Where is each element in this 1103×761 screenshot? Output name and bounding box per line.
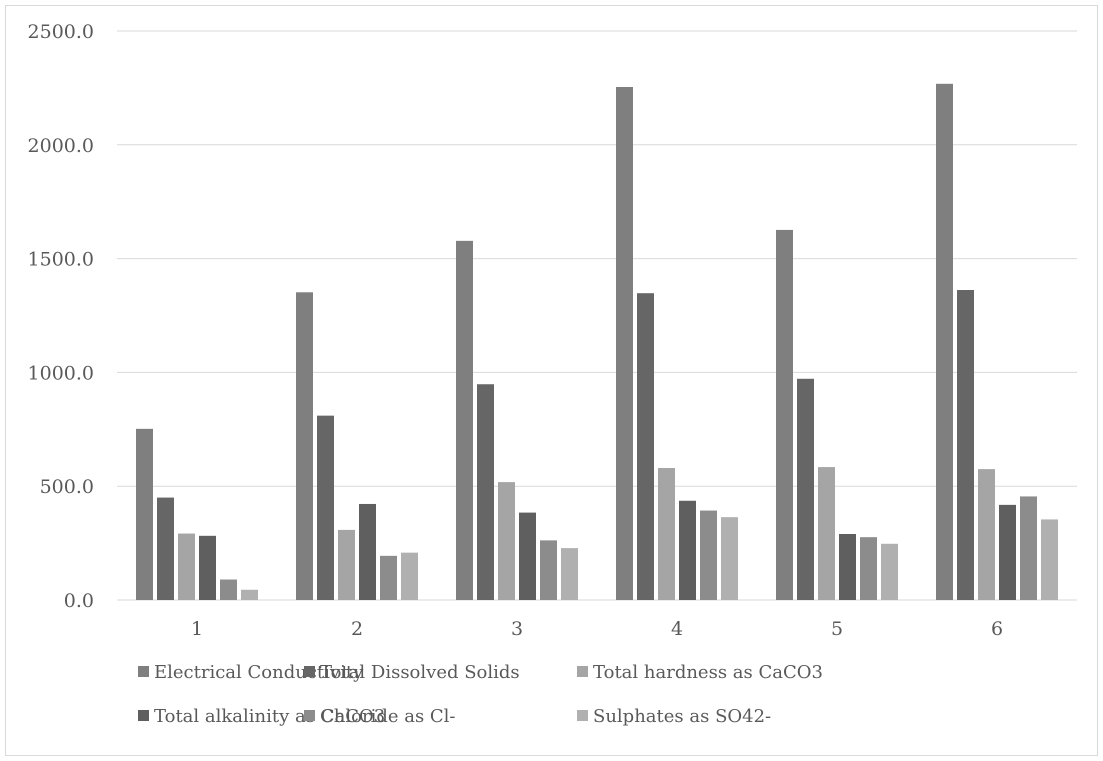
- x-tick-label: 2: [351, 618, 363, 640]
- bar: [839, 533, 856, 600]
- bar: [1020, 496, 1037, 600]
- bar: [999, 504, 1016, 600]
- bar: [700, 510, 717, 600]
- bar: [338, 529, 355, 600]
- legend-label: Chloride as Cl-: [320, 706, 456, 727]
- bar: [679, 500, 696, 600]
- x-tick-label: 5: [831, 618, 843, 640]
- bar: [616, 86, 633, 600]
- bar: [721, 517, 738, 600]
- bar: [498, 482, 515, 600]
- y-axis-tick-labels: 0.0 500.0 1000.0 1500.0 2000.0 2500.0: [28, 21, 94, 612]
- y-tick-label: 500.0: [40, 476, 94, 498]
- x-axis-tick-labels: 1 2 3 4 5 6: [191, 618, 1003, 640]
- bar: [401, 552, 418, 600]
- bar: [637, 293, 654, 600]
- y-tick-label: 2500.0: [28, 21, 94, 43]
- y-tick-label: 2000.0: [28, 135, 94, 157]
- bar: [540, 540, 557, 600]
- bar: [936, 83, 953, 600]
- bar: [456, 240, 473, 600]
- legend-swatch: [577, 710, 588, 721]
- bar: [818, 467, 835, 600]
- bar: [241, 589, 258, 600]
- bar: [860, 537, 877, 600]
- bar: [220, 579, 237, 600]
- bar: [296, 292, 313, 600]
- bar: [881, 543, 898, 600]
- bar: [477, 384, 494, 600]
- legend-swatch: [577, 666, 588, 677]
- legend-label: Total hardness as CaCO3: [593, 662, 823, 683]
- legend-label: Sulphates as SO42-: [593, 706, 771, 727]
- legend-swatch: [304, 666, 315, 677]
- bar: [199, 535, 216, 600]
- bar: [978, 469, 995, 600]
- bar: [658, 467, 675, 600]
- y-tick-label: 0.0: [64, 590, 94, 612]
- x-tick-label: 6: [991, 618, 1003, 640]
- bar: [1041, 519, 1058, 600]
- y-tick-label: 1500.0: [28, 249, 94, 271]
- bar: [136, 428, 153, 600]
- bar: [797, 378, 814, 600]
- bar: [957, 290, 974, 600]
- bar: [380, 555, 397, 600]
- bar: [359, 503, 376, 600]
- legend-swatch: [304, 710, 315, 721]
- bar: [561, 548, 578, 600]
- legend-label: Total Dissolved Solids: [320, 662, 520, 683]
- y-tick-label: 1000.0: [28, 362, 94, 384]
- bar: [178, 533, 195, 600]
- bar: [317, 415, 334, 600]
- bars: [136, 83, 1058, 600]
- bar: [157, 497, 174, 600]
- bar: [776, 229, 793, 600]
- x-tick-label: 4: [671, 618, 683, 640]
- legend-swatch: [138, 666, 149, 677]
- legend-label: Total alkalinity as CaCO3: [154, 706, 385, 727]
- x-tick-label: 3: [511, 618, 523, 640]
- bar: [519, 512, 536, 600]
- x-tick-label: 1: [191, 618, 203, 640]
- legend-swatch: [138, 710, 149, 721]
- gridlines: [117, 30, 1077, 601]
